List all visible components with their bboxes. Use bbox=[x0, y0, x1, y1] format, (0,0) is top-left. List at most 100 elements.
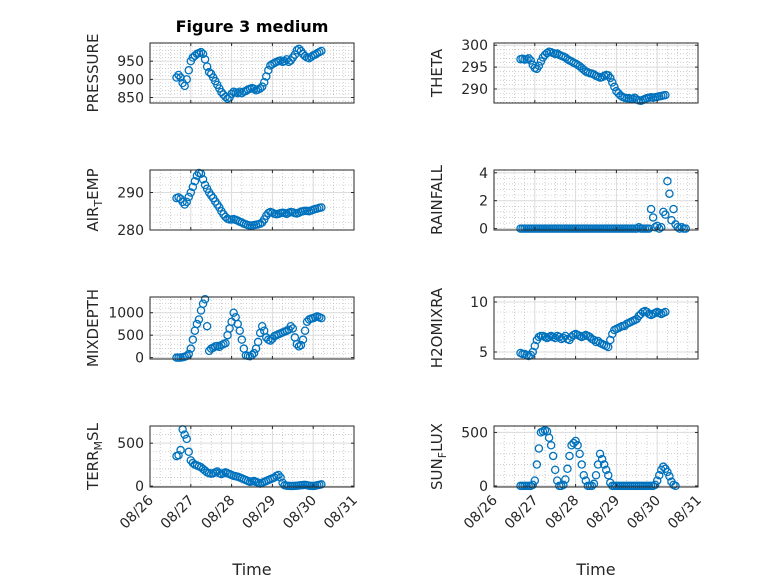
y-tick-label: 295 bbox=[461, 60, 488, 76]
subplot-h2omixra: 5 10 H2OMIXRA bbox=[428, 287, 699, 368]
data-point bbox=[206, 191, 216, 200]
y-tick-label: 500 bbox=[461, 425, 488, 441]
data-point bbox=[603, 470, 613, 480]
y-axis-label-main: PRESSURE bbox=[84, 34, 102, 113]
y-axis-label: THETA bbox=[428, 48, 446, 98]
data-point bbox=[569, 438, 578, 448]
data-point bbox=[663, 176, 672, 186]
data-point bbox=[603, 71, 613, 80]
y-tick-label: 950 bbox=[117, 54, 144, 70]
data-point bbox=[235, 87, 245, 96]
data-point bbox=[597, 454, 607, 464]
y-axis-label-subscript: F bbox=[436, 452, 449, 458]
data-point bbox=[673, 222, 682, 232]
y-tick-label: 1000 bbox=[108, 306, 144, 322]
data-point bbox=[294, 342, 304, 351]
data-point bbox=[669, 204, 678, 214]
data-point bbox=[296, 340, 306, 350]
data-point bbox=[599, 460, 609, 469]
data-point bbox=[608, 329, 617, 339]
y-axis-label: AIRTEMP bbox=[84, 168, 105, 231]
y-axis-label-suffix: EMP bbox=[84, 168, 102, 199]
data-point bbox=[561, 475, 570, 484]
y-tick-label: 5 bbox=[479, 345, 488, 361]
data-point bbox=[221, 339, 230, 348]
data-point bbox=[192, 171, 202, 180]
data-point bbox=[661, 90, 670, 100]
data-point bbox=[257, 82, 267, 91]
data-point bbox=[601, 465, 611, 475]
y-tick-label: 300 bbox=[461, 38, 488, 54]
data-point bbox=[648, 213, 658, 222]
data-point bbox=[534, 444, 544, 453]
subplot-air_temp: 280 290 AIRTEMP bbox=[84, 168, 355, 239]
y-axis-label-main: SUN bbox=[428, 458, 446, 490]
data-point bbox=[184, 447, 194, 457]
series-sun_flux bbox=[516, 426, 680, 491]
data-point bbox=[180, 200, 189, 209]
data-point bbox=[632, 224, 642, 233]
data-point bbox=[202, 321, 212, 331]
data-point bbox=[587, 481, 597, 491]
data-point bbox=[550, 465, 560, 475]
data-point bbox=[174, 70, 183, 80]
subplot-pressure: 850 900 950 PRESSURE Figure 3 medium bbox=[84, 17, 355, 113]
series-rainfall bbox=[516, 176, 691, 233]
subplot-theta: 290 295 300 THETA bbox=[428, 38, 699, 106]
y-axis-label-main: THETA bbox=[428, 48, 446, 98]
data-point bbox=[595, 449, 605, 459]
series-h2omixra bbox=[516, 306, 670, 361]
data-point bbox=[654, 470, 664, 480]
data-point bbox=[644, 224, 654, 233]
data-point bbox=[292, 46, 302, 55]
y-axis-label: PRESSURE bbox=[84, 34, 102, 113]
y-tick-label: 500 bbox=[117, 328, 144, 344]
data-point bbox=[292, 339, 302, 349]
data-point bbox=[237, 335, 247, 344]
data-point bbox=[300, 51, 310, 61]
y-tick-label: 500 bbox=[117, 436, 144, 452]
data-point bbox=[176, 73, 185, 82]
data-point bbox=[634, 222, 644, 232]
data-point bbox=[575, 449, 584, 459]
data-point bbox=[178, 197, 187, 207]
data-point bbox=[235, 326, 245, 335]
data-point bbox=[559, 480, 568, 490]
y-tick-label: 850 bbox=[117, 91, 144, 107]
axes-box bbox=[493, 42, 699, 104]
y-axis-label-subscript: T bbox=[92, 200, 105, 208]
data-point bbox=[548, 451, 558, 461]
data-point bbox=[563, 464, 572, 474]
y-tick-label: 2 bbox=[479, 194, 488, 210]
y-axis-label-main: RAINFALL bbox=[428, 164, 446, 235]
series-theta bbox=[516, 47, 670, 106]
y-axis-label: RAINFALL bbox=[428, 164, 446, 235]
data-point bbox=[659, 462, 668, 471]
y-axis-label: H2OMIXRA bbox=[428, 287, 446, 368]
data-point bbox=[294, 44, 304, 54]
data-point bbox=[593, 460, 603, 469]
axes-box bbox=[149, 296, 355, 360]
data-point bbox=[186, 344, 196, 353]
data-point bbox=[306, 52, 316, 62]
series-air_temp bbox=[172, 168, 326, 230]
y-tick-label: 0 bbox=[135, 479, 144, 495]
data-point bbox=[677, 222, 686, 232]
series-mixdepth bbox=[172, 294, 326, 362]
data-point bbox=[577, 460, 586, 469]
y-axis-label-main: H2OMIXRA bbox=[428, 287, 446, 368]
data-point bbox=[286, 321, 296, 331]
data-point bbox=[546, 441, 556, 450]
data-point bbox=[534, 61, 544, 71]
data-point bbox=[290, 50, 300, 59]
data-point bbox=[255, 84, 265, 93]
data-point bbox=[552, 476, 562, 485]
data-point bbox=[253, 337, 263, 347]
data-point bbox=[608, 78, 617, 87]
data-point bbox=[184, 349, 194, 359]
y-axis-label-main: AIR bbox=[84, 207, 102, 232]
data-point bbox=[259, 78, 269, 87]
y-tick-label: 280 bbox=[117, 223, 144, 239]
axes-box bbox=[493, 425, 699, 488]
